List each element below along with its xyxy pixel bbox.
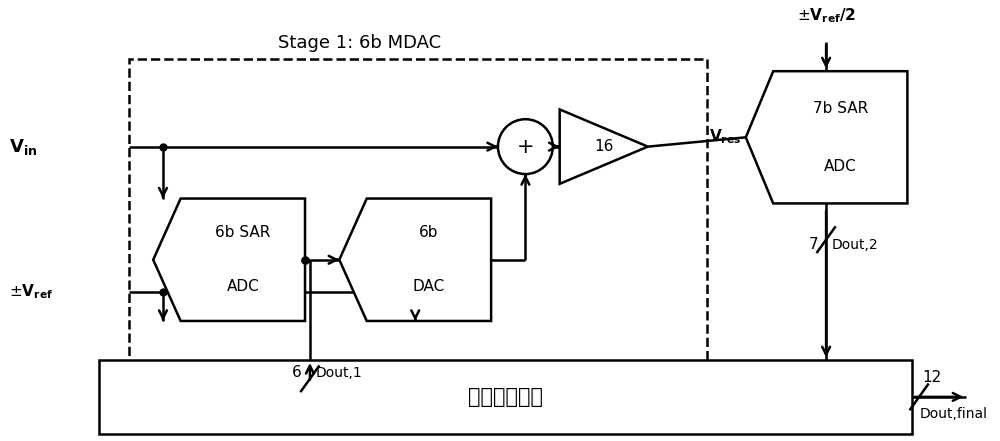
Text: 7b SAR: 7b SAR xyxy=(813,101,868,116)
Polygon shape xyxy=(560,109,648,184)
Text: 6: 6 xyxy=(292,366,302,381)
Text: $\pm \mathbf{V_{ref}/2}$: $\pm \mathbf{V_{ref}/2}$ xyxy=(797,7,855,25)
Text: 数字校正电路: 数字校正电路 xyxy=(468,387,543,407)
Text: ADC: ADC xyxy=(824,159,857,174)
Text: 7: 7 xyxy=(809,237,818,252)
Text: Dout,2: Dout,2 xyxy=(832,238,879,251)
Text: Stage 1: 6b MDAC: Stage 1: 6b MDAC xyxy=(278,34,441,52)
Bar xyxy=(99,360,912,434)
Circle shape xyxy=(498,119,553,174)
Text: +: + xyxy=(517,137,534,157)
Polygon shape xyxy=(153,198,305,321)
Text: $\pm \mathbf{V_{ref}}$: $\pm \mathbf{V_{ref}}$ xyxy=(9,282,53,301)
Polygon shape xyxy=(746,71,907,203)
Text: 12: 12 xyxy=(922,370,941,385)
Text: 6b: 6b xyxy=(419,225,439,240)
Polygon shape xyxy=(339,198,491,321)
Text: DAC: DAC xyxy=(413,279,445,294)
Text: $\mathbf{V_{in}}$: $\mathbf{V_{in}}$ xyxy=(9,137,38,157)
Text: Dout,final: Dout,final xyxy=(920,407,988,421)
Text: Dout,1: Dout,1 xyxy=(316,366,363,380)
Text: 16: 16 xyxy=(594,139,613,154)
Text: 6b SAR: 6b SAR xyxy=(215,225,271,240)
Text: ADC: ADC xyxy=(226,279,259,294)
Text: $\mathbf{V_{res}}$: $\mathbf{V_{res}}$ xyxy=(709,127,741,146)
Bar xyxy=(129,60,707,378)
